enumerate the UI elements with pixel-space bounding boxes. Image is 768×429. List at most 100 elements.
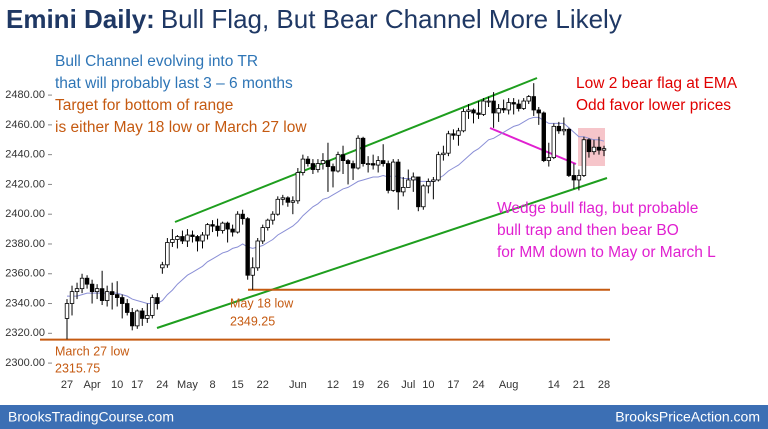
candle-body: [64, 303, 70, 319]
candle-body: [89, 283, 95, 293]
annotation: bull trap and then bear BO: [497, 222, 679, 239]
candle-body: [576, 175, 582, 181]
y-tick-label: 2380.00: [5, 238, 45, 250]
x-tick-label: 14: [548, 379, 560, 391]
candle-body: [350, 163, 356, 169]
candle-body: [145, 315, 150, 319]
candle-body: [391, 161, 396, 191]
candle-body: [245, 218, 250, 276]
x-tick-label: Jun: [289, 379, 307, 391]
candle-body: [74, 288, 80, 293]
candle-body: [451, 133, 456, 136]
candle-body: [380, 160, 386, 164]
candle-body: [411, 176, 416, 181]
x-tick-label: 27: [61, 379, 73, 391]
candle-body: [355, 137, 361, 169]
candle-body: [94, 288, 100, 293]
candle-body: [476, 112, 481, 115]
candle-body: [135, 310, 140, 327]
candle-body: [531, 96, 536, 111]
candle-body: [230, 228, 235, 233]
candle-body: [385, 163, 391, 191]
candle-body: [150, 297, 155, 316]
candle-body: [345, 160, 351, 164]
candle-body: [250, 267, 255, 276]
candle-body: [556, 125, 562, 132]
x-tick-label: 17: [131, 379, 143, 391]
y-tick-label: 2440.00: [5, 149, 45, 161]
candle-body: [295, 172, 301, 202]
candle-body: [541, 112, 546, 162]
candle-body: [586, 139, 592, 153]
candle-body: [340, 154, 346, 161]
x-tick-label: 26: [377, 379, 389, 391]
candle-body: [601, 148, 607, 151]
x-tick-label: 12: [327, 379, 339, 391]
candle-body: [436, 154, 441, 181]
candle-body: [69, 291, 75, 304]
y-tick-label: 2460.00: [5, 119, 45, 131]
candle-body: [370, 163, 376, 166]
candle-body: [305, 158, 311, 164]
candle-body: [160, 264, 165, 269]
candle-body: [516, 103, 521, 109]
candle-body: [365, 163, 371, 165]
candle-body: [426, 181, 431, 187]
candle-body: [125, 303, 130, 313]
x-tick-label: 22: [257, 379, 269, 391]
candle-body: [210, 224, 215, 227]
candle-body: [406, 179, 411, 188]
candle-body: [466, 109, 471, 112]
candle-body: [285, 197, 291, 203]
candle-body: [416, 176, 421, 208]
candle-body: [114, 294, 120, 298]
candle-body: [396, 161, 401, 193]
x-tick-label: Jul: [401, 379, 415, 391]
level-value: 2315.75: [55, 361, 100, 375]
candle-body: [536, 109, 541, 114]
annotation: Target for bottom of range: [55, 97, 233, 114]
candle-body: [235, 213, 240, 233]
candle-body: [190, 234, 195, 237]
candle-body: [441, 152, 446, 156]
level-value: 2349.25: [230, 314, 275, 328]
annotation: Wedge bull flag, but probable: [497, 200, 698, 217]
candle-body: [195, 236, 200, 242]
chart-title-block: Emini Daily: Bull Flag, But Bear Channel …: [6, 4, 622, 34]
annotation: Odd favor lower prices: [576, 97, 731, 114]
candle-body: [501, 108, 506, 111]
candle-body: [265, 219, 270, 228]
candle-body: [471, 109, 476, 114]
chart-title: Emini Daily:: [6, 4, 155, 34]
footer-bar: [0, 405, 768, 429]
candle-body: [84, 277, 90, 285]
candle-body: [335, 154, 341, 172]
candle-body: [320, 160, 326, 164]
candle-body: [566, 128, 572, 176]
candle-body: [165, 242, 170, 266]
candle-body: [205, 224, 210, 236]
candle-body: [481, 100, 486, 115]
y-tick-label: 2300.00: [5, 357, 45, 369]
candle-body: [130, 312, 135, 327]
x-tick-label: Aug: [499, 379, 519, 391]
y-tick-label: 2400.00: [5, 208, 45, 220]
candle-body: [491, 100, 496, 114]
candle-body: [104, 291, 110, 301]
candle-body: [300, 158, 306, 173]
candle-body: [591, 146, 597, 153]
x-tick-label: 17: [447, 379, 459, 391]
candle-body: [109, 291, 115, 296]
candle-body: [571, 175, 577, 181]
x-tick-label: 21: [573, 379, 585, 391]
candle-body: [225, 222, 230, 230]
chart-subtitle: Bull Flag, But Bear Channel More Likely: [161, 4, 622, 34]
y-tick-label: 2480.00: [5, 89, 45, 101]
x-tick-label: 19: [352, 379, 364, 391]
footer-right: BrooksPriceAction.com: [615, 409, 760, 425]
candle-body: [486, 100, 491, 103]
wedge-line: [489, 127, 577, 165]
y-tick-label: 2360.00: [5, 268, 45, 280]
x-tick-label: 28: [598, 379, 610, 391]
